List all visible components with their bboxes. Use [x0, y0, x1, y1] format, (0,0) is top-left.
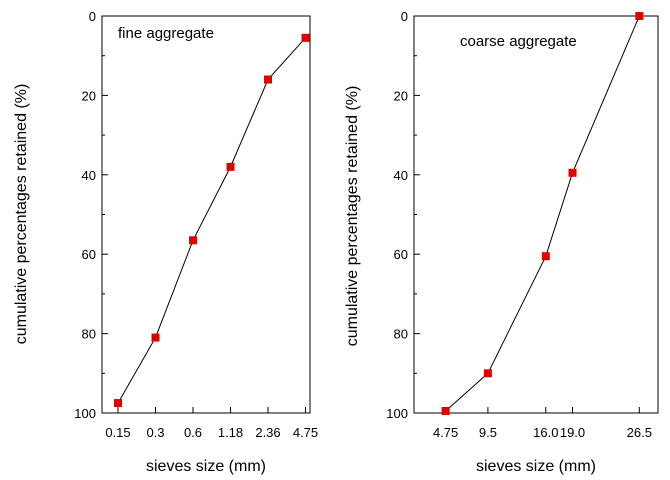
coarse-series [441, 12, 644, 416]
coarse-aggregate-chart: 0 20 40 60 80 100 4.75 9.5 16.0 19.0 26.5 coarse … [344, 9, 659, 475]
coarse-y-tick-label: 40 [394, 168, 408, 183]
coarse-x-tick-label: 4.75 [433, 425, 458, 440]
coarse-series-line [445, 15, 640, 412]
fine-data-point [301, 33, 310, 42]
coarse-x-axis: 4.75 9.5 16.0 19.0 26.5 [433, 407, 652, 440]
coarse-x-axis-label: sieves size (mm) [476, 458, 596, 475]
fine-x-tick-label: 4.75 [293, 425, 318, 440]
fine-y-tick-label: 0 [89, 9, 96, 24]
fine-x-tick-label: 1.18 [218, 425, 243, 440]
fine-series-line [117, 37, 306, 404]
fine-y-tick-label: 80 [82, 327, 96, 342]
coarse-data-point [441, 407, 450, 416]
fine-x-tick-label: 0.3 [146, 425, 164, 440]
fine-y-axis-label: cumulative percentages retained (%) [13, 84, 30, 345]
coarse-data-point [568, 168, 577, 177]
coarse-data-point [541, 252, 550, 261]
fine-y-tick-label: 100 [74, 406, 96, 421]
fine-data-point [226, 162, 235, 171]
coarse-data-point [483, 369, 492, 378]
fine-data-point [151, 333, 160, 342]
coarse-y-tick-label: 60 [394, 247, 408, 262]
fine-aggregate-chart: 0 20 40 60 80 100 0.15 0.3 0.6 1.18 2.36 4.75 fine… [13, 9, 318, 475]
fine-data-point [264, 75, 272, 84]
coarse-y-axis-label: cumulative percentages retained (%) [344, 86, 361, 347]
fine-x-tick-label: 0.15 [105, 425, 130, 440]
coarse-x-tick-label: 16.0 [533, 425, 558, 440]
coarse-annotation: coarse aggregate [460, 33, 577, 50]
fine-x-tick-label: 0.6 [184, 425, 202, 440]
coarse-y-axis: 0 20 40 60 80 100 [386, 9, 420, 421]
coarse-x-tick-label: 26.5 [627, 425, 652, 440]
fine-data-point [114, 399, 122, 408]
fine-y-tick-label: 40 [82, 168, 96, 183]
fine-y-axis: 0 20 40 60 80 100 [74, 9, 108, 421]
coarse-y-tick-label: 20 [394, 88, 408, 103]
fine-y-tick-label: 60 [82, 247, 96, 262]
coarse-y-tick-label: 100 [386, 406, 408, 421]
fine-x-axis: 0.15 0.3 0.6 1.18 2.36 4.75 [105, 407, 318, 440]
fine-annotation: fine aggregate [118, 25, 214, 42]
coarse-y-tick-label: 0 [401, 9, 408, 24]
coarse-x-tick-label: 9.5 [479, 425, 497, 440]
fine-y-tick-label: 20 [82, 88, 96, 103]
fine-series [114, 33, 310, 408]
fine-x-tick-label: 2.36 [255, 425, 280, 440]
coarse-data-point [635, 12, 644, 20]
coarse-plot-frame [413, 15, 659, 414]
coarse-x-tick-label: 19.0 [560, 425, 585, 440]
fine-x-axis-label: sieves size (mm) [146, 458, 266, 475]
coarse-y-tick-label: 80 [394, 327, 408, 342]
fine-data-point [189, 236, 197, 245]
